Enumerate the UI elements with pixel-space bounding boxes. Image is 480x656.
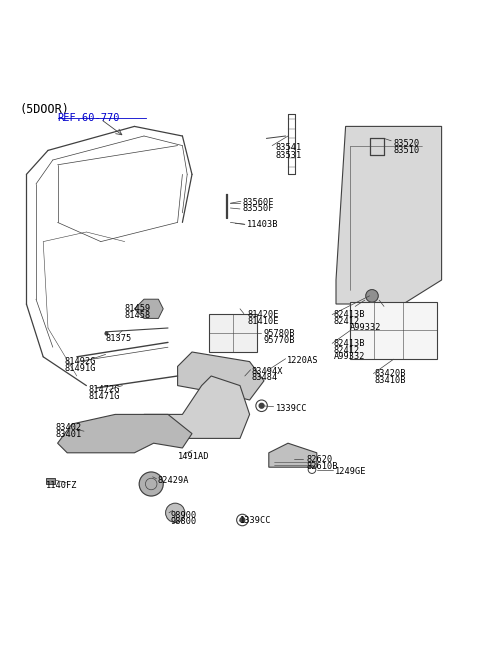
Text: 83484: 83484 xyxy=(252,373,278,382)
Text: 95770B: 95770B xyxy=(263,336,295,345)
FancyBboxPatch shape xyxy=(209,314,257,352)
Text: 82429A: 82429A xyxy=(157,476,189,485)
Text: A99332: A99332 xyxy=(349,323,381,333)
Text: 82412: 82412 xyxy=(334,346,360,355)
Polygon shape xyxy=(134,299,163,318)
Text: 82413B: 82413B xyxy=(334,339,365,348)
Circle shape xyxy=(166,503,185,522)
Text: 81375: 81375 xyxy=(106,334,132,343)
Text: 98900: 98900 xyxy=(170,511,197,520)
Text: 1339CC: 1339CC xyxy=(276,403,308,413)
Text: 83420B: 83420B xyxy=(374,369,406,378)
FancyBboxPatch shape xyxy=(350,302,437,359)
Polygon shape xyxy=(269,443,317,467)
Text: 83402: 83402 xyxy=(55,423,82,432)
Text: 83531: 83531 xyxy=(276,151,302,159)
Polygon shape xyxy=(46,478,55,484)
Text: 1220AS: 1220AS xyxy=(287,356,319,365)
Text: 81458: 81458 xyxy=(125,311,151,320)
Circle shape xyxy=(366,289,378,302)
Text: 83541: 83541 xyxy=(276,144,302,152)
Text: 81491G: 81491G xyxy=(65,364,96,373)
Text: (5DOOR): (5DOOR) xyxy=(19,104,69,116)
Text: 1140FZ: 1140FZ xyxy=(46,481,77,490)
Text: 82610B: 82610B xyxy=(306,462,338,471)
Text: 1339CC: 1339CC xyxy=(240,516,272,525)
Polygon shape xyxy=(178,352,264,400)
Text: A99332: A99332 xyxy=(334,352,365,361)
Text: 1249GE: 1249GE xyxy=(335,468,367,476)
Text: 81492G: 81492G xyxy=(65,357,96,366)
Text: 83550F: 83550F xyxy=(242,205,274,213)
Polygon shape xyxy=(58,415,192,453)
Circle shape xyxy=(240,518,245,522)
Text: 82620: 82620 xyxy=(306,455,333,464)
Text: 81410E: 81410E xyxy=(247,317,279,326)
Text: 83560F: 83560F xyxy=(242,197,274,207)
Circle shape xyxy=(259,403,264,408)
Circle shape xyxy=(139,472,163,496)
Text: 95780B: 95780B xyxy=(263,329,295,338)
Text: 98800: 98800 xyxy=(170,518,197,526)
Text: 83494X: 83494X xyxy=(252,367,284,376)
Text: 82413B: 82413B xyxy=(334,310,365,319)
Text: 83401: 83401 xyxy=(55,430,82,439)
Text: 81472G: 81472G xyxy=(89,385,120,394)
Text: 81420E: 81420E xyxy=(247,310,279,319)
Polygon shape xyxy=(144,376,250,438)
Text: 11403B: 11403B xyxy=(247,220,279,230)
Text: 1491AD: 1491AD xyxy=(178,452,209,461)
Text: 82412: 82412 xyxy=(334,317,360,326)
Text: 83510: 83510 xyxy=(394,146,420,155)
Text: 81459: 81459 xyxy=(125,304,151,314)
Text: 81471G: 81471G xyxy=(89,392,120,401)
Polygon shape xyxy=(336,127,442,304)
Text: 83410B: 83410B xyxy=(374,376,406,385)
Text: REF.60-770: REF.60-770 xyxy=(58,113,120,123)
Text: 83520: 83520 xyxy=(394,138,420,148)
